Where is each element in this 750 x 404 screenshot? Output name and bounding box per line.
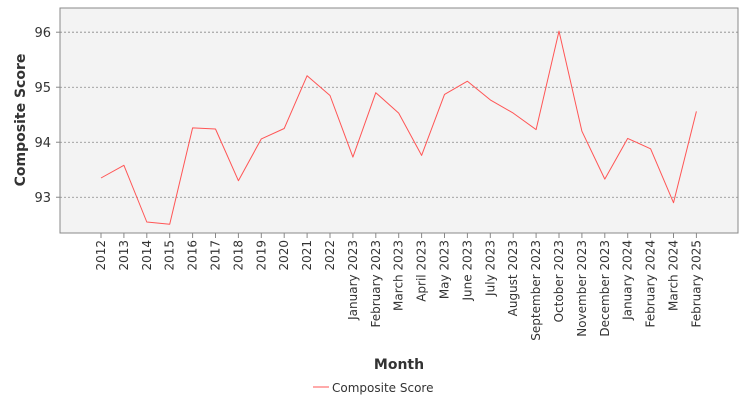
legend: Composite Score (313, 381, 433, 395)
x-tick-label: September 2023 (529, 240, 543, 341)
x-tick-label: 2019 (254, 240, 268, 271)
x-tick-label: 2020 (277, 240, 291, 271)
x-tick-label: August 2023 (506, 240, 520, 316)
x-tick-label: 2017 (209, 240, 223, 271)
x-tick-label: May 2023 (438, 240, 452, 299)
y-tick-label: 93 (34, 191, 51, 206)
x-tick-label: January 2023 (346, 240, 360, 321)
y-tick-label: 96 (34, 26, 51, 41)
x-tick-label: 2018 (231, 240, 245, 271)
y-tick-label: 95 (34, 81, 51, 96)
x-tick-label: February 2024 (644, 240, 658, 328)
x-axis-label: Month (374, 357, 424, 373)
series-line (100, 30, 697, 225)
y-axis-ticks: 93 94 95 96 (34, 26, 60, 206)
x-tick-label: November 2023 (575, 240, 589, 337)
x-tick-label: February 2023 (369, 240, 383, 328)
x-tick-label: July 2023 (483, 240, 497, 297)
x-tick-label: April 2023 (415, 240, 429, 302)
x-tick-label: 2022 (323, 240, 337, 271)
y-tick-label: 94 (34, 136, 51, 151)
x-tick-label: December 2023 (598, 240, 612, 337)
x-tick-label: 2012 (94, 240, 108, 271)
x-tick-label: 2014 (140, 240, 154, 271)
x-tick-label: October 2023 (552, 240, 566, 322)
plot-area (59, 7, 739, 234)
x-axis-ticks: 2012 2013 2014 2015 2016 2017 2018 2019 2020 2021… (94, 233, 703, 341)
x-tick-label: 2016 (186, 240, 200, 271)
x-tick-label: June 2023 (460, 240, 474, 302)
series-layer (100, 30, 697, 225)
x-tick-label: February 2025 (689, 240, 703, 328)
x-tick-label: 2015 (163, 240, 177, 271)
x-tick-label: January 2024 (621, 240, 635, 321)
x-tick-label: 2021 (300, 240, 314, 271)
x-tick-label: March 2024 (667, 240, 681, 311)
legend-label: Composite Score (332, 381, 433, 395)
x-tick-label: March 2023 (392, 240, 406, 311)
x-tick-label: 2013 (117, 240, 131, 271)
y-axis-label: Composite Score (13, 54, 29, 187)
